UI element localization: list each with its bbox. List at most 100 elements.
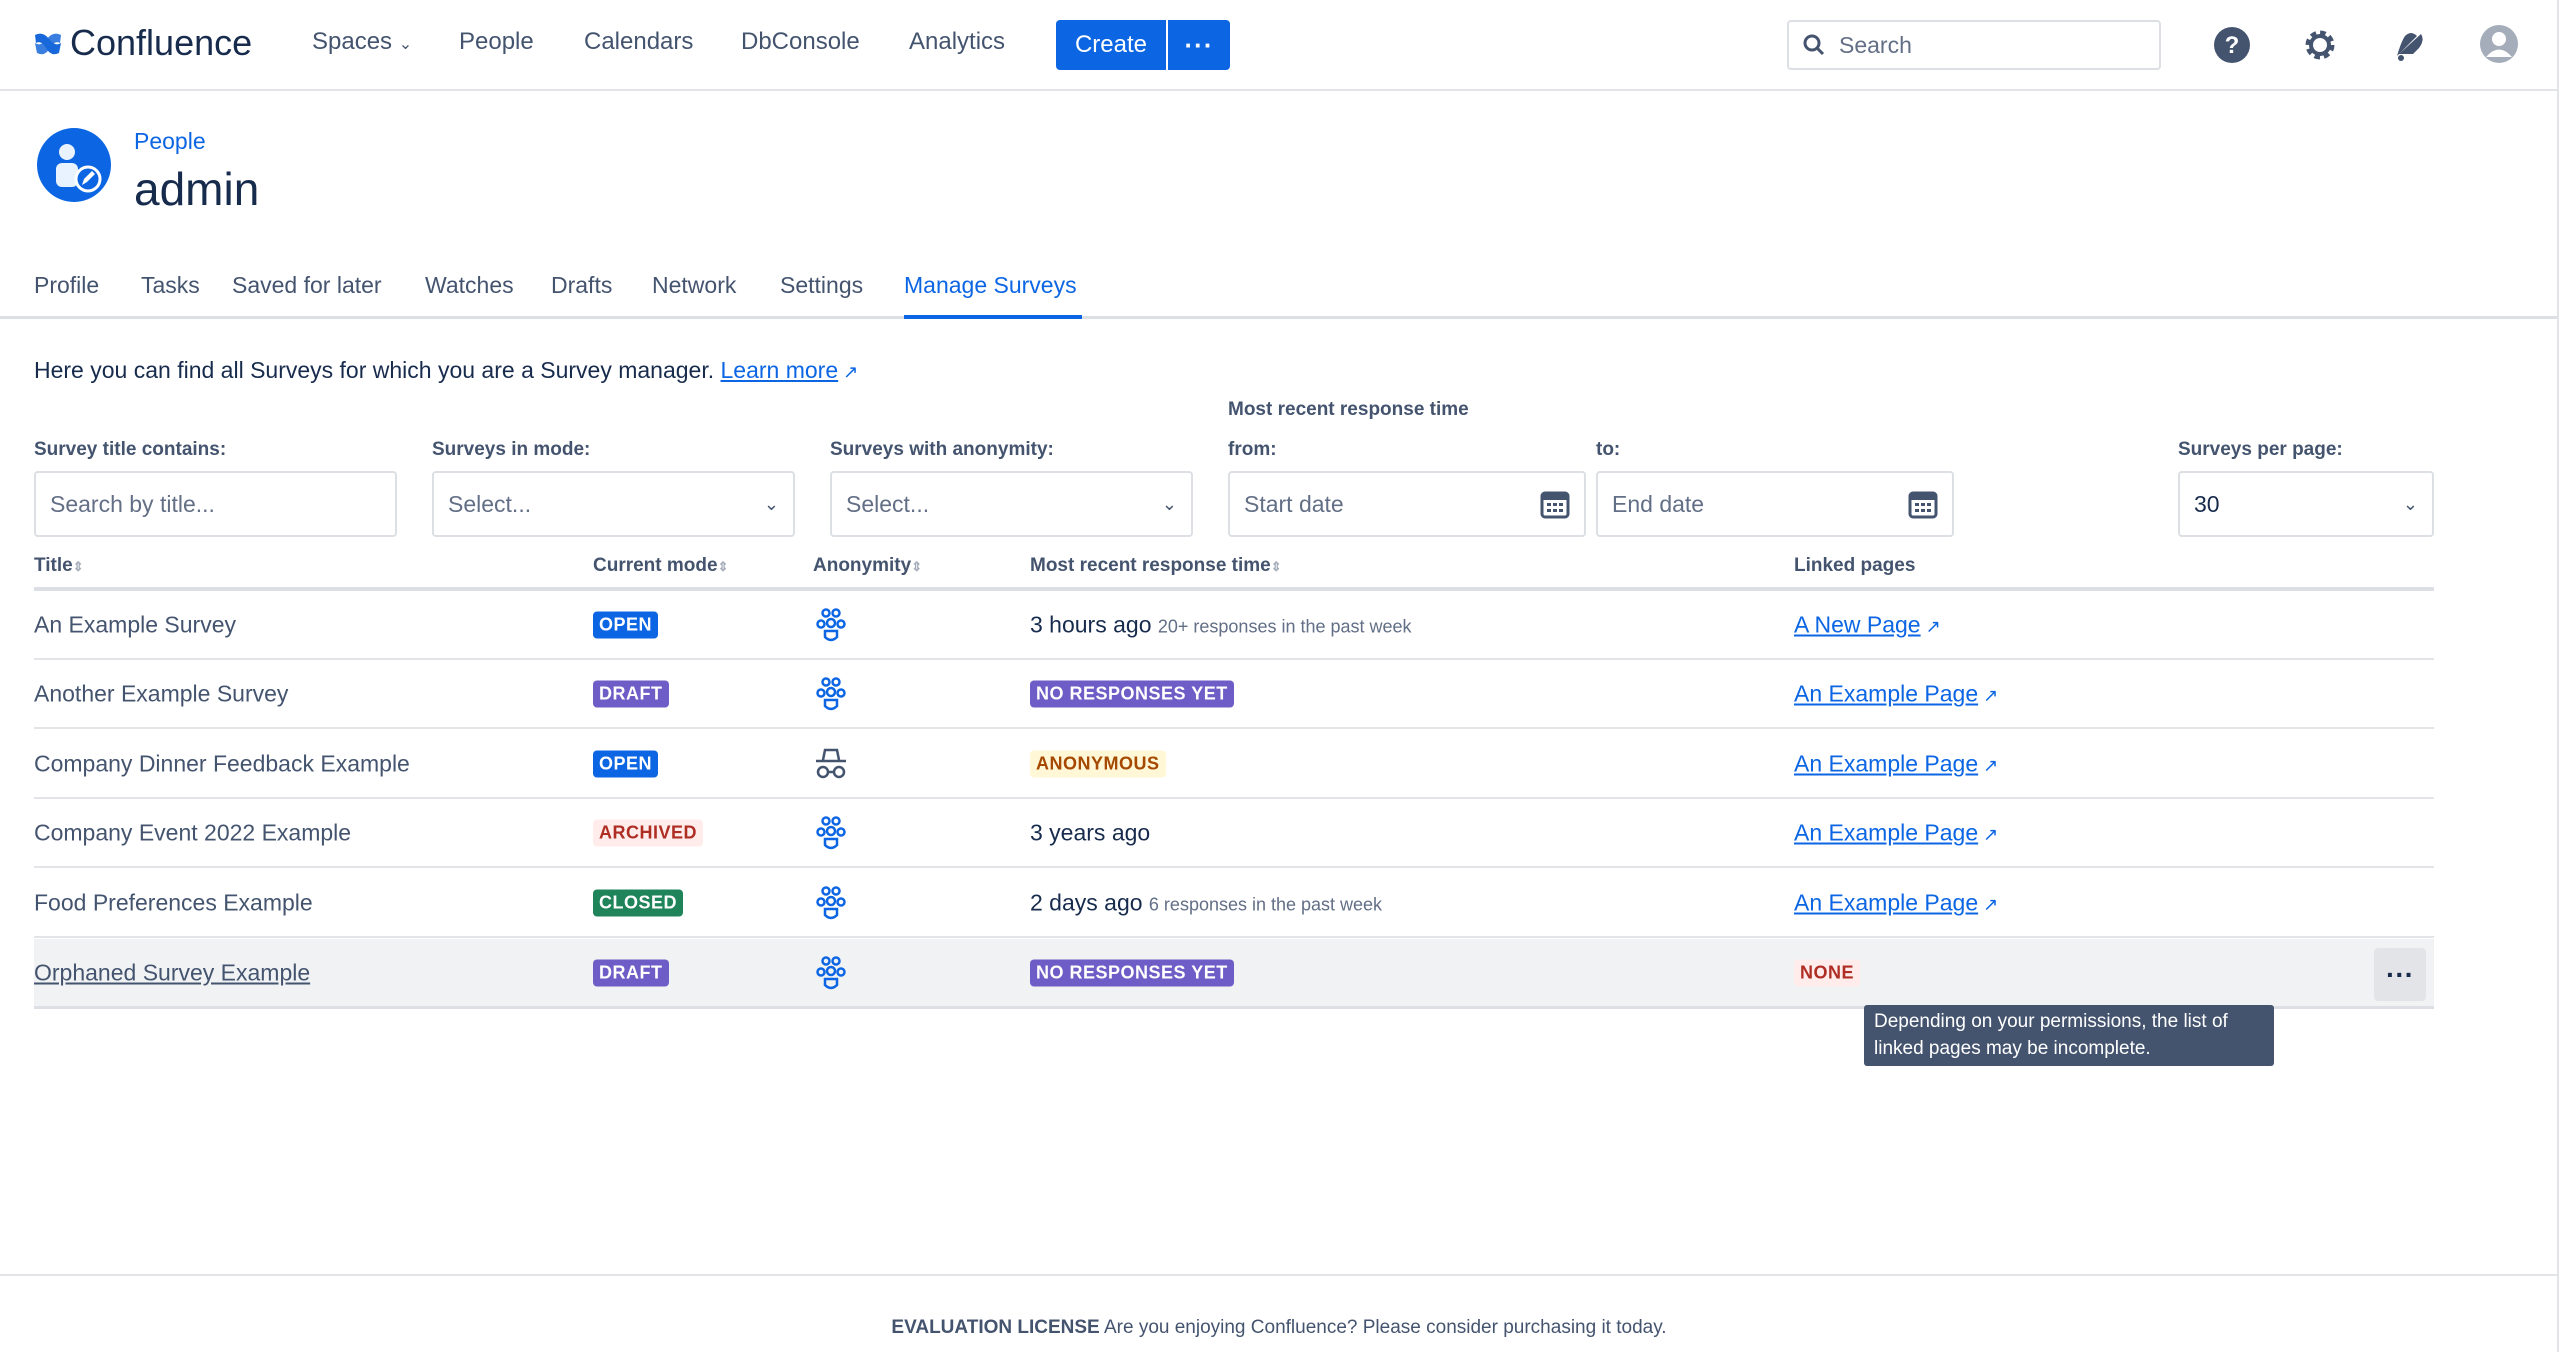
end-date-input[interactable]: End date: [1596, 471, 1954, 537]
tab-manage-surveys[interactable]: Manage Surveys: [904, 272, 1077, 298]
user-avatar-icon[interactable]: [2479, 24, 2519, 64]
external-link-icon: ↗: [838, 362, 859, 382]
external-link-icon: ↗: [1978, 824, 1999, 844]
title-search-placeholder: Search by title...: [50, 490, 215, 517]
table-row[interactable]: Another Example Survey DRAFT NO RESPONSES …: [34, 660, 2434, 729]
tab-settings[interactable]: Settings: [780, 272, 864, 298]
footer-license: EVALUATION LICENSE Are you enjoying Conf…: [0, 1317, 2558, 1339]
linked-page: An Example Page ↗: [1794, 750, 1998, 777]
per-page-select[interactable]: 30 ⌄: [2178, 471, 2434, 537]
linked-page-link[interactable]: An Example Page: [1794, 889, 1979, 915]
table-row[interactable]: Company Event 2022 Example ARCHIVED 3 year…: [34, 799, 2434, 868]
anonymity-indicator: [813, 676, 849, 712]
column-header-title[interactable]: Title⇕: [34, 555, 84, 577]
response-time: 3 years ago: [1030, 819, 1150, 846]
anonymity-indicator: [813, 955, 849, 991]
tabs-divider: [0, 316, 2558, 319]
end-date-placeholder: End date: [1612, 490, 1705, 517]
mode-select[interactable]: Select... ⌄: [432, 471, 795, 537]
column-header-response-time[interactable]: Most recent response time⇕: [1030, 555, 1282, 577]
create-button[interactable]: Create: [1056, 20, 1166, 70]
mode-badge: OPEN: [593, 611, 659, 638]
table-header-divider: [34, 587, 2434, 591]
brand-name[interactable]: Confluence: [70, 22, 253, 63]
mode-filter-label: Surveys in mode:: [432, 439, 591, 460]
table-row[interactable]: Food Preferences Example CLOSED 2 days ago…: [34, 869, 2434, 938]
linked-page: An Example Page ↗: [1794, 680, 1998, 707]
calendar-icon[interactable]: [1540, 489, 1570, 519]
nav-dbconsole[interactable]: DbConsole: [741, 28, 860, 55]
table-row[interactable]: Orphaned Survey Example DRAFT NO RESPONSES…: [34, 939, 2434, 1009]
linked-pages-tooltip: Depending on your permissions, the list …: [1864, 1005, 2274, 1066]
response-count-note: 6 responses in the past week: [1148, 894, 1383, 914]
tab-watches[interactable]: Watches: [425, 272, 514, 298]
chevron-down-icon: ⌄: [1161, 493, 1177, 514]
nav-calendars[interactable]: Calendars: [584, 28, 694, 55]
column-header-mode[interactable]: Current mode⇕: [593, 555, 728, 577]
survey-title[interactable]: Orphaned Survey Example: [34, 959, 311, 985]
linked-page-link[interactable]: An Example Page: [1794, 680, 1979, 706]
per-page-value: 30: [2194, 490, 2220, 517]
response-count-note: 20+ responses in the past week: [1157, 616, 1412, 636]
table-row[interactable]: An Example Survey OPEN 3 hours ago 20+ res…: [34, 591, 2434, 660]
search-placeholder: Search: [1839, 31, 1912, 58]
response-time-group-label: Most recent response time: [1228, 399, 1469, 420]
nav-people[interactable]: People: [459, 28, 534, 55]
anonymity-select[interactable]: Select... ⌄: [830, 471, 1193, 537]
sort-icon: ⇕: [1270, 559, 1282, 574]
tab-profile[interactable]: Profile: [34, 272, 100, 298]
anonymity-select-value: Select...: [846, 490, 930, 517]
profile-avatar-icon: [37, 128, 111, 202]
linked-page-link[interactable]: An Example Page: [1794, 750, 1979, 776]
sort-icon: ⇕: [911, 559, 923, 574]
survey-title[interactable]: Company Event 2022 Example: [34, 819, 352, 845]
more-icon: ···: [2386, 958, 2414, 990]
page-title: admin: [134, 163, 260, 215]
from-label: from:: [1228, 439, 1277, 460]
nav-spaces[interactable]: Spaces ⌄: [312, 28, 412, 56]
mode-badge: DRAFT: [593, 680, 669, 707]
settings-gear-icon[interactable]: [2301, 26, 2339, 64]
linked-page: An Example Page ↗: [1794, 819, 1998, 846]
tab-drafts[interactable]: Drafts: [551, 272, 613, 298]
learn-more-link[interactable]: Learn more: [720, 357, 839, 383]
create-more-button[interactable]: ···: [1168, 20, 1230, 70]
start-date-input[interactable]: Start date: [1228, 471, 1586, 537]
anonymity-filter-label: Surveys with anonymity:: [830, 439, 1054, 460]
tab-saved-for-later[interactable]: Saved for later: [232, 272, 382, 298]
linked-page-link[interactable]: An Example Page: [1794, 819, 1979, 845]
sort-icon: ⇕: [72, 559, 84, 574]
title-search-input[interactable]: Search by title...: [34, 471, 397, 537]
survey-title[interactable]: Another Example Survey: [34, 680, 289, 706]
license-text: Are you enjoying Confluence? Please cons…: [1103, 1317, 1667, 1338]
active-tab-indicator: [904, 315, 1082, 319]
confluence-logo-icon[interactable]: [33, 29, 63, 59]
mode-badge: DRAFT: [593, 959, 669, 986]
more-icon: ···: [1184, 29, 1214, 60]
to-label: to:: [1596, 439, 1621, 460]
external-link-icon: ↗: [1978, 755, 1999, 775]
tab-network[interactable]: Network: [652, 272, 737, 298]
breadcrumb-people[interactable]: People: [134, 128, 206, 154]
search-input[interactable]: Search: [1787, 20, 2161, 70]
tab-tasks[interactable]: Tasks: [141, 272, 200, 298]
notifications-bell-icon[interactable]: [2391, 26, 2429, 64]
no-linked-pages-badge[interactable]: NONE: [1794, 959, 1861, 986]
response-time-badge: NO RESPONSES YET: [1030, 959, 1234, 986]
column-anonymity-label: Anonymity: [813, 555, 912, 576]
scrollbar[interactable]: [2557, 0, 2563, 1352]
mode-select-value: Select...: [448, 490, 532, 517]
column-header-anonymity[interactable]: Anonymity⇕: [813, 555, 922, 577]
calendar-icon[interactable]: [1908, 489, 1938, 519]
row-actions-button[interactable]: ···: [2374, 948, 2426, 1001]
survey-title[interactable]: An Example Survey: [34, 611, 236, 637]
survey-title[interactable]: Company Dinner Feedback Example: [34, 750, 410, 776]
linked-page-link[interactable]: A New Page: [1794, 611, 1921, 637]
table-row[interactable]: Company Dinner Feedback Example OPEN ANONY…: [34, 730, 2434, 799]
sort-icon: ⇕: [717, 559, 729, 574]
anonymity-indicator: [813, 746, 849, 782]
response-time-value: 3 hours ago: [1030, 611, 1152, 637]
nav-analytics[interactable]: Analytics: [909, 28, 1006, 55]
help-icon[interactable]: ?: [2213, 26, 2251, 64]
survey-title[interactable]: Food Preferences Example: [34, 889, 313, 915]
